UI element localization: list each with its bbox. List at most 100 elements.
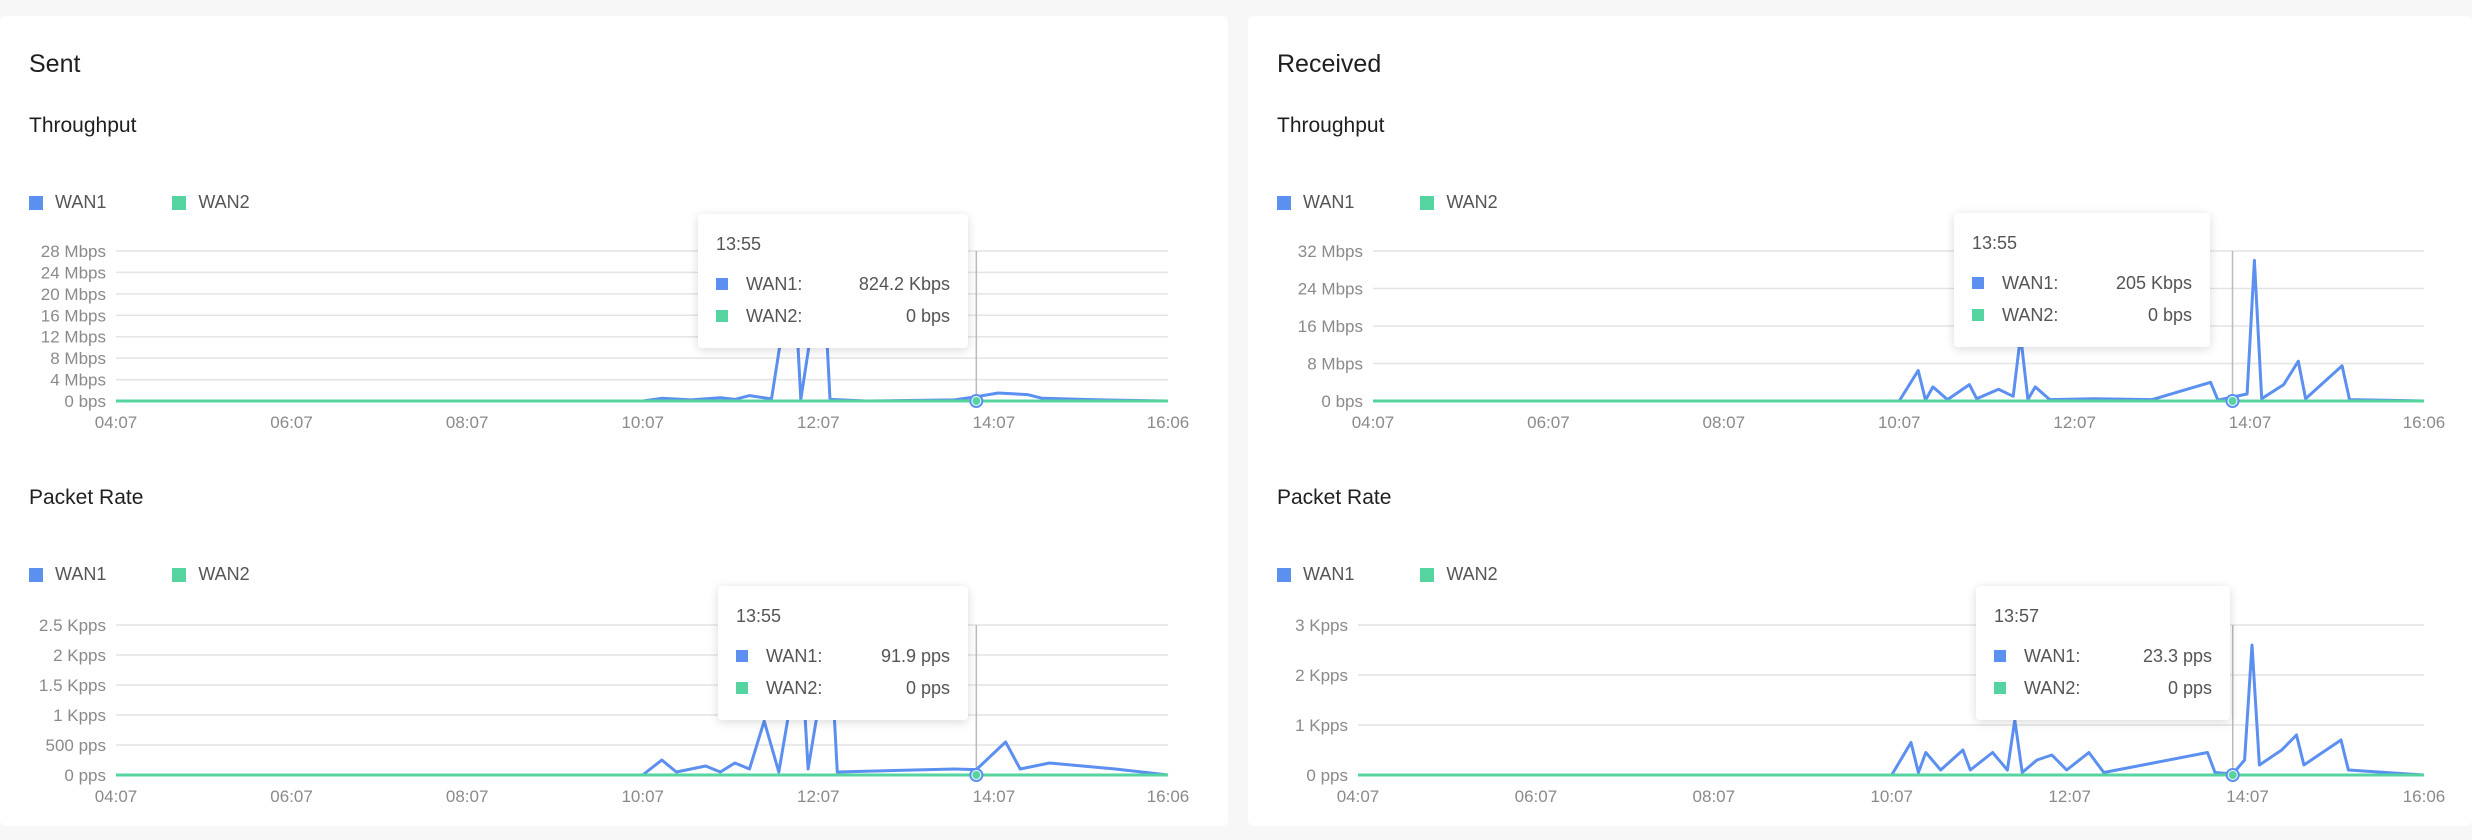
x-tick-label: 04:07 — [95, 413, 138, 432]
y-tick-label: 2 Kpps — [1295, 666, 1348, 685]
tooltip-series-value: 0 pps — [905, 677, 950, 698]
received-throughput-chart[interactable]: 0 bps 8 Mbps 16 Mbps 24 Mbps 32 Mbps 04:07 06:… — [1248, 231, 2472, 446]
x-tick-label: 04:07 — [95, 787, 138, 806]
x-tick-label: 06:07 — [270, 787, 313, 806]
y-tick-label: 0 pps — [1306, 766, 1348, 785]
y-tick-label: 28 Mbps — [41, 242, 106, 261]
tooltip-series-value: 91.9 pps — [880, 645, 950, 666]
wan1-swatch — [716, 278, 728, 290]
tooltip-time: 13:55 — [716, 234, 762, 254]
tooltip-row-wan1: WAN1: 91.9 pps — [736, 640, 950, 672]
legend-item-wan1[interactable]: WAN1 — [1277, 192, 1354, 213]
legend-item-wan2[interactable]: WAN2 — [1420, 564, 1498, 585]
legend-label: WAN2 — [1446, 192, 1498, 212]
x-tick-label: 08:07 — [1693, 787, 1736, 806]
wan2-swatch — [1994, 682, 2006, 694]
hover-point-wan2 — [2228, 397, 2237, 405]
legend-label: WAN2 — [1446, 564, 1498, 584]
tooltip-series-name: WAN1: — [766, 645, 823, 666]
x-tick-label: 06:07 — [1527, 413, 1570, 432]
tooltip-series-name: WAN1: — [2024, 645, 2081, 666]
x-tick-label: 08:07 — [1703, 413, 1746, 432]
tooltip-series-value: 0 bps — [2147, 304, 2192, 325]
x-tick-label: 08:07 — [446, 787, 489, 806]
wan1-swatch — [736, 650, 748, 662]
legend-item-wan1[interactable]: WAN1 — [29, 192, 106, 213]
legend-label: WAN1 — [1303, 192, 1355, 212]
wan2-swatch — [172, 567, 187, 582]
sent-throughput-title: Throughput — [29, 114, 137, 137]
tooltip-time: 13:55 — [1972, 233, 2018, 253]
wan1-swatch — [1277, 567, 1291, 582]
sent-throughput-chart[interactable]: 0 bps 4 Mbps 8 Mbps 12 Mbps 16 Mbps 20 Mbps 24… — [0, 231, 1228, 446]
wan2-swatch — [1420, 195, 1435, 210]
tooltip-series-value: 205 Kbps — [2115, 272, 2192, 293]
legend-item-wan1[interactable]: WAN1 — [29, 564, 106, 585]
legend-item-wan2[interactable]: WAN2 — [172, 564, 250, 585]
sent-packet-rate-chart[interactable]: 0 pps 500 pps 1 Kpps 1.5 Kpps 2 Kpps 2.5 Kpps… — [0, 606, 1228, 821]
y-tick-label: 12 Mbps — [41, 328, 106, 347]
x-tick-label: 04:07 — [1337, 787, 1380, 806]
y-tick-label: 0 pps — [64, 766, 106, 785]
series-line-wan1 — [1373, 258, 2425, 403]
legend-item-wan2[interactable]: WAN2 — [172, 192, 250, 213]
sent-packet-rate-tooltip: 13:55 WAN1: 91.9 pps WAN2: 0 pps — [718, 586, 968, 720]
tooltip-series-value: 0 pps — [2167, 677, 2212, 698]
tooltip-row-wan1: WAN1: 205 Kbps — [1972, 267, 2192, 299]
y-tick-label: 16 Mbps — [1298, 317, 1363, 336]
tooltip-series-name: WAN2: — [2024, 677, 2081, 698]
y-tick-label: 1 Kpps — [53, 706, 106, 725]
panel-title-sent: Sent — [29, 50, 81, 78]
received-packet-rate-legend: WAN1 WAN2 — [1277, 564, 1564, 585]
tooltip-row-wan1: WAN1: 824.2 Kbps — [716, 268, 950, 300]
panel-title-received: Received — [1277, 50, 1382, 78]
x-tick-label: 14:07 — [2229, 413, 2272, 432]
tooltip-series-value: 824.2 Kbps — [858, 273, 950, 294]
y-tick-label: 8 Mbps — [1307, 355, 1363, 374]
sent-packet-rate-legend: WAN1 WAN2 — [29, 564, 316, 585]
legend-label: WAN2 — [198, 564, 250, 584]
legend-item-wan2[interactable]: WAN2 — [1420, 192, 1498, 213]
tooltip-row-wan2: WAN2: 0 pps — [736, 672, 950, 704]
y-tick-label: 24 Mbps — [41, 263, 106, 282]
y-tick-label: 20 Mbps — [41, 285, 106, 304]
x-tick-label: 12:07 — [2048, 787, 2091, 806]
tooltip-time: 13:57 — [1994, 606, 2040, 626]
x-tick-label: 14:07 — [973, 413, 1016, 432]
wan2-swatch — [172, 195, 187, 210]
tooltip-series-name: WAN1: — [2002, 272, 2059, 293]
legend-label: WAN2 — [198, 192, 250, 212]
received-packet-rate-chart[interactable]: 0 pps 1 Kpps 2 Kpps 3 Kpps 04:07 06:07 08:07 10… — [1248, 606, 2472, 821]
legend-item-wan1[interactable]: WAN1 — [1277, 564, 1354, 585]
tooltip-series-name: WAN2: — [2002, 304, 2059, 325]
wan2-swatch — [716, 310, 728, 322]
x-tick-label: 06:07 — [270, 413, 313, 432]
tooltip-row-wan2: WAN2: 0 pps — [1994, 672, 2212, 704]
x-tick-label: 16:06 — [2403, 787, 2446, 806]
x-tick-label: 08:07 — [446, 413, 489, 432]
tooltip-series-name: WAN2: — [766, 677, 823, 698]
x-tick-label: 10:07 — [1870, 787, 1913, 806]
x-tick-label: 12:07 — [797, 413, 840, 432]
x-tick-label: 10:07 — [1878, 413, 1921, 432]
x-tick-label: 16:06 — [1147, 413, 1190, 432]
wan1-swatch — [1972, 277, 1984, 289]
legend-label: WAN1 — [55, 564, 107, 584]
y-tick-label: 500 pps — [46, 736, 107, 755]
received-throughput-title: Throughput — [1277, 114, 1385, 137]
sent-throughput-tooltip: 13:55 WAN1: 824.2 Kbps WAN2: 0 bps — [698, 214, 968, 348]
received-throughput-tooltip: 13:55 WAN1: 205 Kbps WAN2: 0 bps — [1954, 213, 2210, 347]
x-tick-label: 04:07 — [1352, 413, 1395, 432]
wan1-swatch — [29, 567, 43, 582]
hover-point-wan2 — [972, 397, 981, 405]
sent-packet-rate-title: Packet Rate — [29, 486, 144, 509]
tooltip-series-name: WAN2: — [746, 305, 803, 326]
received-throughput-legend: WAN1 WAN2 — [1277, 192, 1564, 213]
wan1-swatch — [1994, 650, 2006, 662]
series-line-wan1 — [116, 635, 1169, 777]
x-tick-label: 06:07 — [1515, 787, 1558, 806]
legend-label: WAN1 — [1303, 564, 1355, 584]
y-tick-label: 2.5 Kpps — [39, 616, 106, 635]
y-tick-label: 1 Kpps — [1295, 716, 1348, 735]
received-packet-rate-title: Packet Rate — [1277, 486, 1392, 509]
